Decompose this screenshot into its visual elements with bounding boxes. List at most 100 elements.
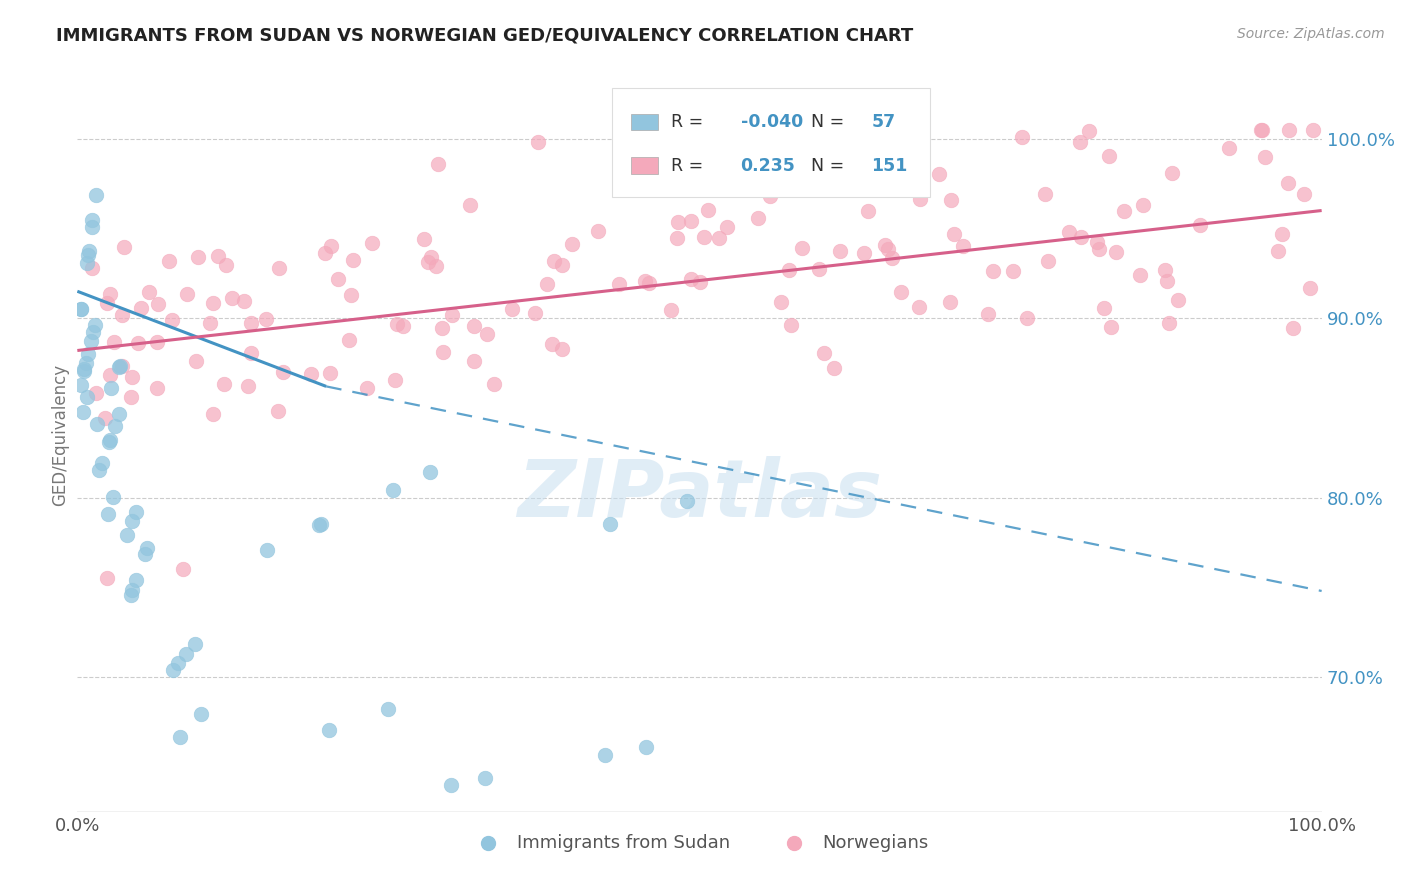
Point: [440, 778, 463, 792]
Point: [599, 516, 621, 531]
Point: [98, 286, 121, 301]
Point: [174, 648, 197, 662]
Point: [828, 244, 851, 259]
Point: [381, 483, 404, 497]
Point: [129, 301, 152, 315]
Point: [254, 312, 277, 326]
Point: [756, 183, 779, 197]
Point: [169, 730, 191, 744]
Point: [190, 706, 212, 721]
Point: [1299, 281, 1322, 295]
Point: [638, 277, 661, 291]
Point: [202, 407, 225, 421]
Point: [1011, 129, 1033, 144]
Point: [108, 360, 131, 375]
Point: [125, 574, 148, 588]
Point: [1159, 317, 1181, 331]
Point: [807, 262, 830, 277]
Point: [80, 220, 103, 235]
Point: [543, 253, 565, 268]
Text: ZIPatlas: ZIPatlas: [517, 456, 882, 534]
Point: [689, 276, 711, 290]
Point: [780, 318, 803, 333]
Point: [356, 381, 378, 395]
Point: [501, 302, 523, 317]
Point: [852, 245, 875, 260]
Point: [70, 302, 93, 317]
Point: [84, 385, 107, 400]
Point: [104, 418, 127, 433]
Point: [1132, 198, 1154, 212]
Point: [318, 723, 340, 737]
Point: [778, 263, 800, 277]
Point: [463, 354, 485, 368]
Point: [595, 747, 617, 762]
Point: [1099, 319, 1122, 334]
Point: [186, 354, 208, 368]
Point: [1167, 293, 1189, 307]
Point: [1033, 187, 1056, 202]
Point: [80, 261, 103, 276]
Point: [551, 342, 574, 356]
Point: [474, 771, 496, 785]
Point: [96, 296, 118, 310]
Point: [633, 274, 655, 288]
Point: [202, 296, 225, 310]
Point: [420, 250, 443, 264]
Point: [716, 220, 738, 235]
Text: Source: ZipAtlas.com: Source: ZipAtlas.com: [1237, 27, 1385, 41]
Point: [76, 256, 98, 270]
Point: [1156, 275, 1178, 289]
Point: [659, 302, 682, 317]
Point: [236, 379, 259, 393]
Point: [550, 258, 572, 272]
Point: [101, 491, 124, 505]
Point: [120, 588, 142, 602]
Point: [425, 259, 447, 273]
Text: IMMIGRANTS FROM SUDAN VS NORWEGIAN GED/EQUIVALENCY CORRELATION CHART: IMMIGRANTS FROM SUDAN VS NORWEGIAN GED/E…: [56, 27, 914, 45]
Point: [1250, 122, 1272, 136]
Point: [1085, 235, 1108, 249]
Point: [1077, 124, 1099, 138]
Point: [314, 245, 336, 260]
Text: 151: 151: [872, 157, 908, 175]
Point: [172, 562, 194, 576]
Point: [90, 456, 112, 470]
Point: [416, 255, 439, 269]
Point: [111, 308, 134, 322]
Point: [1129, 268, 1152, 283]
Point: [127, 336, 149, 351]
Y-axis label: GED/Equivalency: GED/Equivalency: [51, 364, 69, 506]
Point: [160, 313, 183, 327]
Point: [221, 291, 243, 305]
Point: [536, 277, 558, 292]
Point: [1057, 225, 1080, 239]
Point: [269, 260, 291, 275]
Point: [873, 238, 896, 252]
Point: [1277, 176, 1299, 190]
Point: [73, 362, 96, 376]
Point: [634, 740, 657, 755]
Point: [1092, 301, 1115, 316]
Point: [112, 240, 135, 254]
Point: [484, 377, 506, 392]
Point: [83, 318, 105, 332]
FancyBboxPatch shape: [613, 88, 929, 197]
Point: [72, 405, 94, 419]
Point: [75, 356, 97, 370]
Point: [77, 248, 100, 262]
Point: [1292, 187, 1315, 202]
Point: [952, 239, 974, 253]
Point: [666, 215, 689, 229]
Point: [271, 365, 294, 379]
Point: [524, 306, 547, 320]
Point: [1001, 264, 1024, 278]
Point: [240, 346, 263, 360]
Text: N =: N =: [811, 157, 851, 175]
Point: [82, 213, 104, 227]
Point: [89, 463, 111, 477]
FancyBboxPatch shape: [631, 114, 658, 130]
Point: [877, 242, 900, 256]
Point: [666, 231, 689, 245]
Point: [120, 390, 142, 404]
